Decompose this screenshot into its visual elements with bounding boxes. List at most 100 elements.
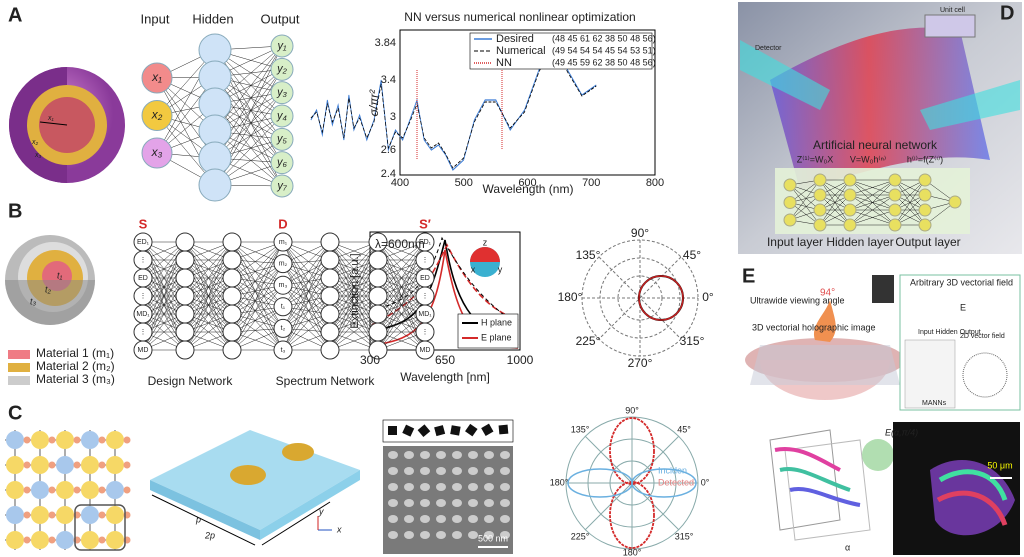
output-node: y₃ [276, 87, 288, 99]
connection [184, 295, 233, 351]
x-tick-label: 300 [360, 353, 380, 367]
node [270, 151, 294, 175]
connection [214, 103, 283, 187]
lattice-link [23, 536, 31, 544]
lattice-link [98, 436, 106, 444]
connection [789, 184, 821, 226]
connection [231, 263, 284, 315]
network-a [141, 33, 294, 202]
connection [282, 263, 331, 333]
node [813, 188, 827, 202]
input-node: x₂ [151, 108, 163, 122]
node [222, 232, 242, 252]
node-label: MD [420, 347, 431, 354]
nanostructure [484, 499, 494, 507]
detector-label: Detector [755, 45, 782, 52]
node [270, 81, 294, 105]
node [320, 322, 340, 342]
connection [142, 295, 186, 351]
connection [329, 241, 379, 297]
nanostructure [452, 499, 462, 507]
node [320, 340, 340, 360]
equation: V=W₀h⁽ⁿ⁾ [850, 154, 886, 164]
material-legend: Material 1 (m₁) [36, 346, 114, 360]
lattice-link [73, 436, 81, 444]
slab-label: y [318, 506, 324, 516]
connection [282, 263, 331, 315]
node [141, 62, 173, 94]
material-legend: Material 3 (m₃) [36, 372, 115, 386]
connection [819, 179, 851, 226]
nanostructure [436, 531, 446, 539]
lattice-link [48, 511, 56, 519]
node [133, 340, 153, 360]
scale-bar-label: 50 μm [987, 460, 1012, 470]
shape-icon [402, 424, 415, 437]
texts: A Input Hidden Output x₁ x₂ x₃ y₁ y₂ y₃ y₄ y₅ y₆ y₇ x₁… [8, 2, 1014, 557]
nanostructure [388, 483, 398, 491]
caption: 2D vector field [960, 333, 1005, 340]
lattice-link [48, 436, 56, 444]
field-expression: E(α,π/4) [885, 427, 918, 437]
polar-angle: 135° [576, 248, 601, 262]
node [320, 268, 340, 288]
polar-angle: 45° [683, 248, 701, 262]
node [273, 340, 293, 360]
axis-label: y [498, 264, 503, 274]
nanostructure [484, 515, 494, 523]
connection [849, 209, 896, 226]
layer-label: Input layer [767, 235, 823, 249]
connection [231, 241, 284, 297]
shape-icon [498, 424, 509, 435]
nanostructure [436, 451, 446, 459]
node [175, 232, 195, 252]
connection [789, 179, 821, 221]
shape-icon [388, 426, 397, 435]
legend-name: H plane [481, 317, 512, 327]
nanostructure [436, 499, 446, 507]
lattice-site [106, 531, 124, 549]
caption: Ultrawide viewing angle [750, 295, 845, 305]
connection [231, 295, 284, 329]
legend-values: (49 45 59 62 38 50 48 56) [552, 57, 656, 67]
lattice-site [6, 506, 24, 524]
panel-label: C [8, 402, 22, 424]
sphere-label: x₃ [34, 152, 42, 159]
connection [849, 179, 896, 226]
polar-angle: 90° [631, 226, 649, 240]
output-node: y₁ [277, 40, 288, 52]
layer-header: Hidden [192, 11, 233, 26]
nanostructure [420, 451, 430, 459]
connection [377, 241, 426, 315]
nanostructure [404, 467, 414, 475]
node-label: m₁ [279, 239, 288, 246]
connection [231, 259, 284, 329]
input-node: x₃ [151, 145, 163, 159]
lattice-link [23, 436, 31, 444]
polar-angle: 0° [701, 477, 710, 487]
x-tick-label: 1000 [507, 353, 534, 367]
legend-name: NN [496, 57, 512, 69]
connection [849, 179, 896, 211]
lattice-link [123, 436, 131, 444]
polar-angle: 315° [675, 531, 694, 541]
nanostructure [388, 515, 398, 523]
node-label: MD [138, 347, 149, 354]
nanostructure [452, 467, 462, 475]
connection [231, 241, 284, 279]
sphere-label: t₁ [57, 270, 63, 280]
polar-angle: 180° [558, 290, 583, 304]
connection [231, 295, 284, 351]
connection [282, 277, 331, 329]
connection [282, 259, 331, 329]
node-label: MD₁ [136, 311, 150, 318]
shape-icon [481, 423, 494, 436]
node [368, 322, 388, 342]
x-tick-label: 800 [646, 177, 664, 189]
network-label: S′ [419, 216, 431, 231]
network-name: Spectrum Network [276, 374, 376, 388]
chart-title: NN versus numerical nonlinear optimizati… [404, 10, 635, 24]
connection [377, 277, 426, 351]
node [222, 340, 242, 360]
layer-header: Output [260, 11, 299, 26]
